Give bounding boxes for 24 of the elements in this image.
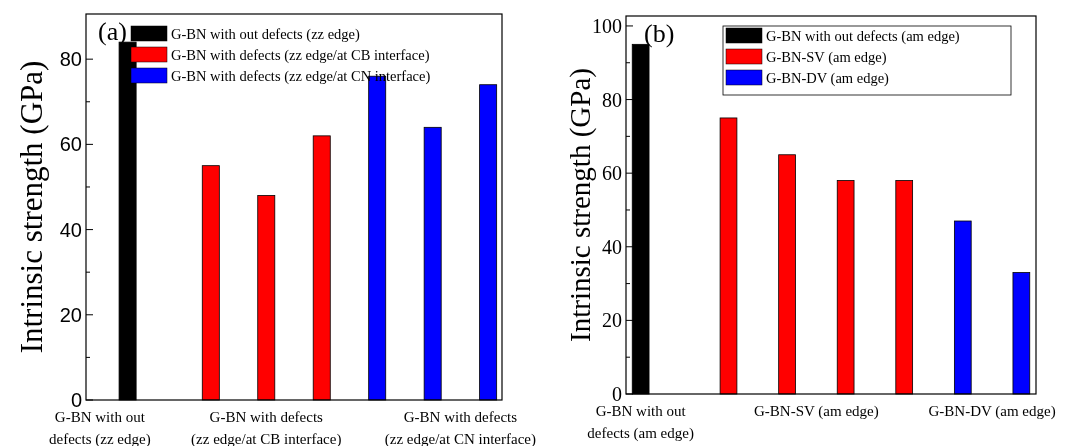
y-tick-label: 40	[602, 235, 622, 258]
legend-label: G-BN-DV (am edge)	[766, 70, 890, 88]
x-tick-label: G-BN-SV (am edge)	[754, 403, 879, 420]
y-tick-label: 0	[70, 389, 82, 411]
legend-label: G-BN with out defects (zz edge)	[171, 26, 360, 44]
y-tick-label: 60	[59, 133, 82, 156]
y-tick-label: 0	[612, 383, 622, 405]
y-axis-title: Intrinsic strength (GPa)	[564, 68, 597, 342]
y-axis-title: Intrinsic strength (GPa)	[14, 60, 49, 354]
x-tick-label: G-BN with out defects (am edge)	[587, 403, 694, 442]
y-tick-label: 60	[602, 162, 622, 185]
annotation: (a)	[98, 17, 127, 46]
y-tick-label: 80	[59, 48, 82, 71]
annotation: (b)	[644, 19, 675, 48]
legend-label: G-BN with out defects (am edge)	[766, 28, 960, 46]
y-tick-label: 100	[592, 14, 622, 37]
y-tick-label: 80	[602, 88, 622, 111]
y-tick-label: 20	[59, 303, 82, 326]
legend-label: G-BN with defects (zz edge/at CB interface)	[171, 47, 430, 65]
legend-label: G-BN with defects (zz edge/at CN interface)	[171, 68, 431, 86]
legend-label: G-BN-SV (am edge)	[766, 49, 887, 67]
y-tick-label: 40	[59, 218, 82, 241]
y-tick-label: 20	[602, 309, 622, 332]
x-tick-label: G-BN-DV (am edge)	[928, 403, 1056, 420]
